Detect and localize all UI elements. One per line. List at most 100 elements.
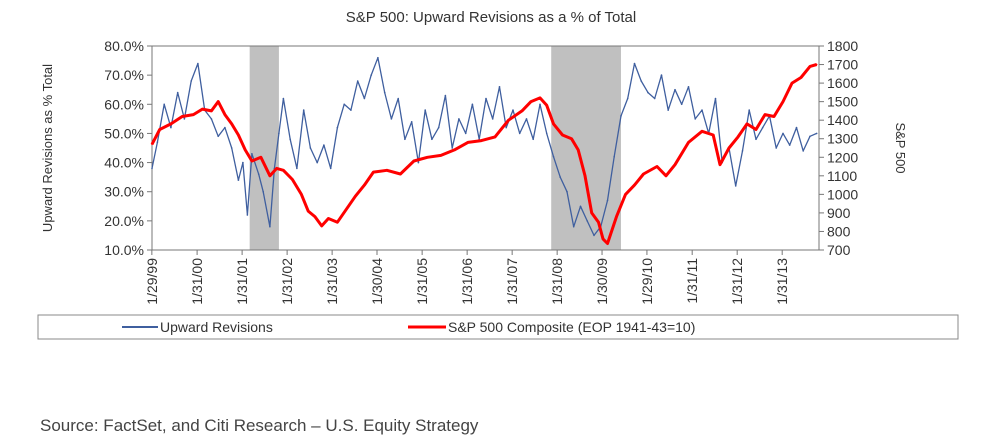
data-point [217,100,219,103]
chart-title: S&P 500: Upward Revisions as a % of Tota… [346,9,636,26]
data-point [170,126,172,129]
left-tick-label: 70.0% [104,67,144,83]
data-point [809,65,811,68]
right-tick-label: 1700 [827,57,858,73]
data-point [336,126,339,129]
x-tick-label: 1/31/08 [549,258,565,305]
x-tick-label: 1/31/06 [459,258,475,305]
data-point [579,205,582,208]
data-point [741,150,744,152]
data-point [158,128,161,131]
left-axis-title: Upward Revisions as % Total [40,64,55,232]
x-tick-label: 1/31/01 [234,258,250,305]
data-point [653,97,656,100]
data-point [302,109,305,111]
data-point [170,123,172,125]
x-tick-label: 1/31/11 [684,258,700,304]
data-point [237,134,240,136]
data-point [217,135,219,138]
data-point [694,118,696,120]
data-point [320,225,323,227]
data-point [309,147,312,149]
data-point [597,221,600,223]
x-tick-label: 1/31/05 [414,258,430,305]
data-point [410,121,413,123]
data-point [572,225,575,228]
data-point [746,123,748,125]
right-tick-label: 700 [827,242,851,258]
data-point [485,97,487,100]
data-point [624,193,627,196]
data-point [453,149,456,151]
data-point [230,147,233,149]
legend: Upward Revisions S&P 500 Composite (EOP … [37,314,959,340]
data-point [782,100,784,103]
data-point [539,97,541,99]
recession-band-1 [249,46,279,250]
data-point [314,215,316,218]
data-point [647,91,649,94]
plot-area-frame [151,45,820,251]
data-point [440,154,442,157]
source-note: Source: FactSet, and Citi Research – U.S… [40,416,479,435]
data-point [809,135,811,138]
data-point [512,109,514,111]
x-tick-label: 1/29/99 [144,258,160,305]
left-tick-label: 30.0% [104,184,144,200]
data-point [714,97,717,100]
data-point [775,147,777,149]
data-point [242,161,244,164]
data-point [734,185,737,187]
data-point [498,86,501,88]
data-point [437,126,440,129]
data-point [224,113,226,116]
right-axis-title: S&P 500 [893,122,908,173]
data-point [343,103,346,106]
data-point [296,167,298,170]
data-point [761,126,764,129]
data-point [755,128,757,131]
data-point [363,184,366,186]
data-point [782,132,784,135]
data-point [224,126,226,129]
data-point [417,161,420,164]
left-tick-label: 10.0% [104,242,144,258]
data-point [525,118,528,120]
x-tick-label: 1/31/07 [504,258,520,305]
data-point [606,242,609,245]
data-point [260,156,262,159]
x-tick-label: 1/31/02 [279,258,295,305]
data-point [737,136,739,138]
left-tick-label: 80.0% [104,38,144,54]
data-point [404,138,406,141]
series-s-p-500-composite-eop-1941-43-10 [150,63,818,245]
data-point [480,139,483,142]
data-point [386,169,388,172]
right-tick-label: 1300 [827,131,858,147]
right-tick-label: 1100 [827,168,857,184]
data-point [687,141,690,144]
data-point [559,176,561,178]
data-point [176,91,179,94]
data-point [251,160,253,162]
series-lines [150,56,818,245]
right-tick-label: 1600 [827,75,858,91]
legend-box [37,314,959,340]
data-point [275,167,278,170]
data-point [163,103,165,106]
x-tick-label: 1/30/04 [369,258,385,305]
recession-band-2 [551,46,621,250]
left-y-axis: 80.0% 70.0% 60.0% 50.0% 40.0% 30.0% 20.0% 10.0% [104,38,152,258]
data-point [246,214,249,216]
data-point [230,123,233,125]
data-point [532,138,534,141]
data-point [192,113,195,116]
data-point [518,132,521,135]
data-point [586,220,588,222]
data-point [660,74,663,76]
data-point [748,109,750,111]
data-point [687,86,690,88]
data-point [802,150,804,152]
data-point [210,118,213,120]
data-point [464,132,467,135]
